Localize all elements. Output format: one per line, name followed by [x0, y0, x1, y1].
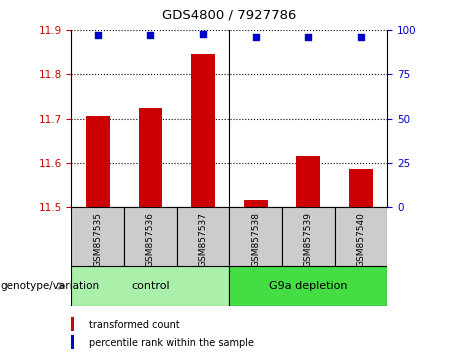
Bar: [296, 156, 320, 207]
FancyBboxPatch shape: [71, 266, 229, 306]
Text: GSM857536: GSM857536: [146, 212, 155, 267]
FancyBboxPatch shape: [177, 207, 229, 266]
Text: GDS4800 / 7927786: GDS4800 / 7927786: [162, 9, 296, 22]
FancyBboxPatch shape: [335, 207, 387, 266]
FancyBboxPatch shape: [229, 207, 282, 266]
Bar: [86, 116, 110, 207]
Bar: [244, 200, 267, 207]
Text: transformed count: transformed count: [89, 320, 180, 330]
Bar: [139, 108, 162, 207]
FancyBboxPatch shape: [282, 207, 335, 266]
FancyBboxPatch shape: [229, 266, 387, 306]
Bar: [71, 335, 74, 349]
FancyBboxPatch shape: [124, 207, 177, 266]
Text: percentile rank within the sample: percentile rank within the sample: [89, 338, 254, 348]
FancyBboxPatch shape: [71, 207, 124, 266]
Bar: [349, 170, 373, 207]
Point: [94, 33, 101, 38]
Text: GSM857538: GSM857538: [251, 212, 260, 267]
Text: genotype/variation: genotype/variation: [0, 281, 99, 291]
Text: GSM857540: GSM857540: [356, 212, 366, 267]
Text: G9a depletion: G9a depletion: [269, 281, 348, 291]
Text: control: control: [131, 281, 170, 291]
Text: GSM857537: GSM857537: [199, 212, 207, 267]
Text: GSM857539: GSM857539: [304, 212, 313, 267]
Point: [199, 31, 207, 36]
Bar: [191, 55, 215, 207]
Point: [147, 33, 154, 38]
Point: [305, 34, 312, 40]
Point: [252, 34, 260, 40]
Point: [357, 34, 365, 40]
Text: GSM857535: GSM857535: [93, 212, 102, 267]
Bar: [71, 317, 74, 331]
